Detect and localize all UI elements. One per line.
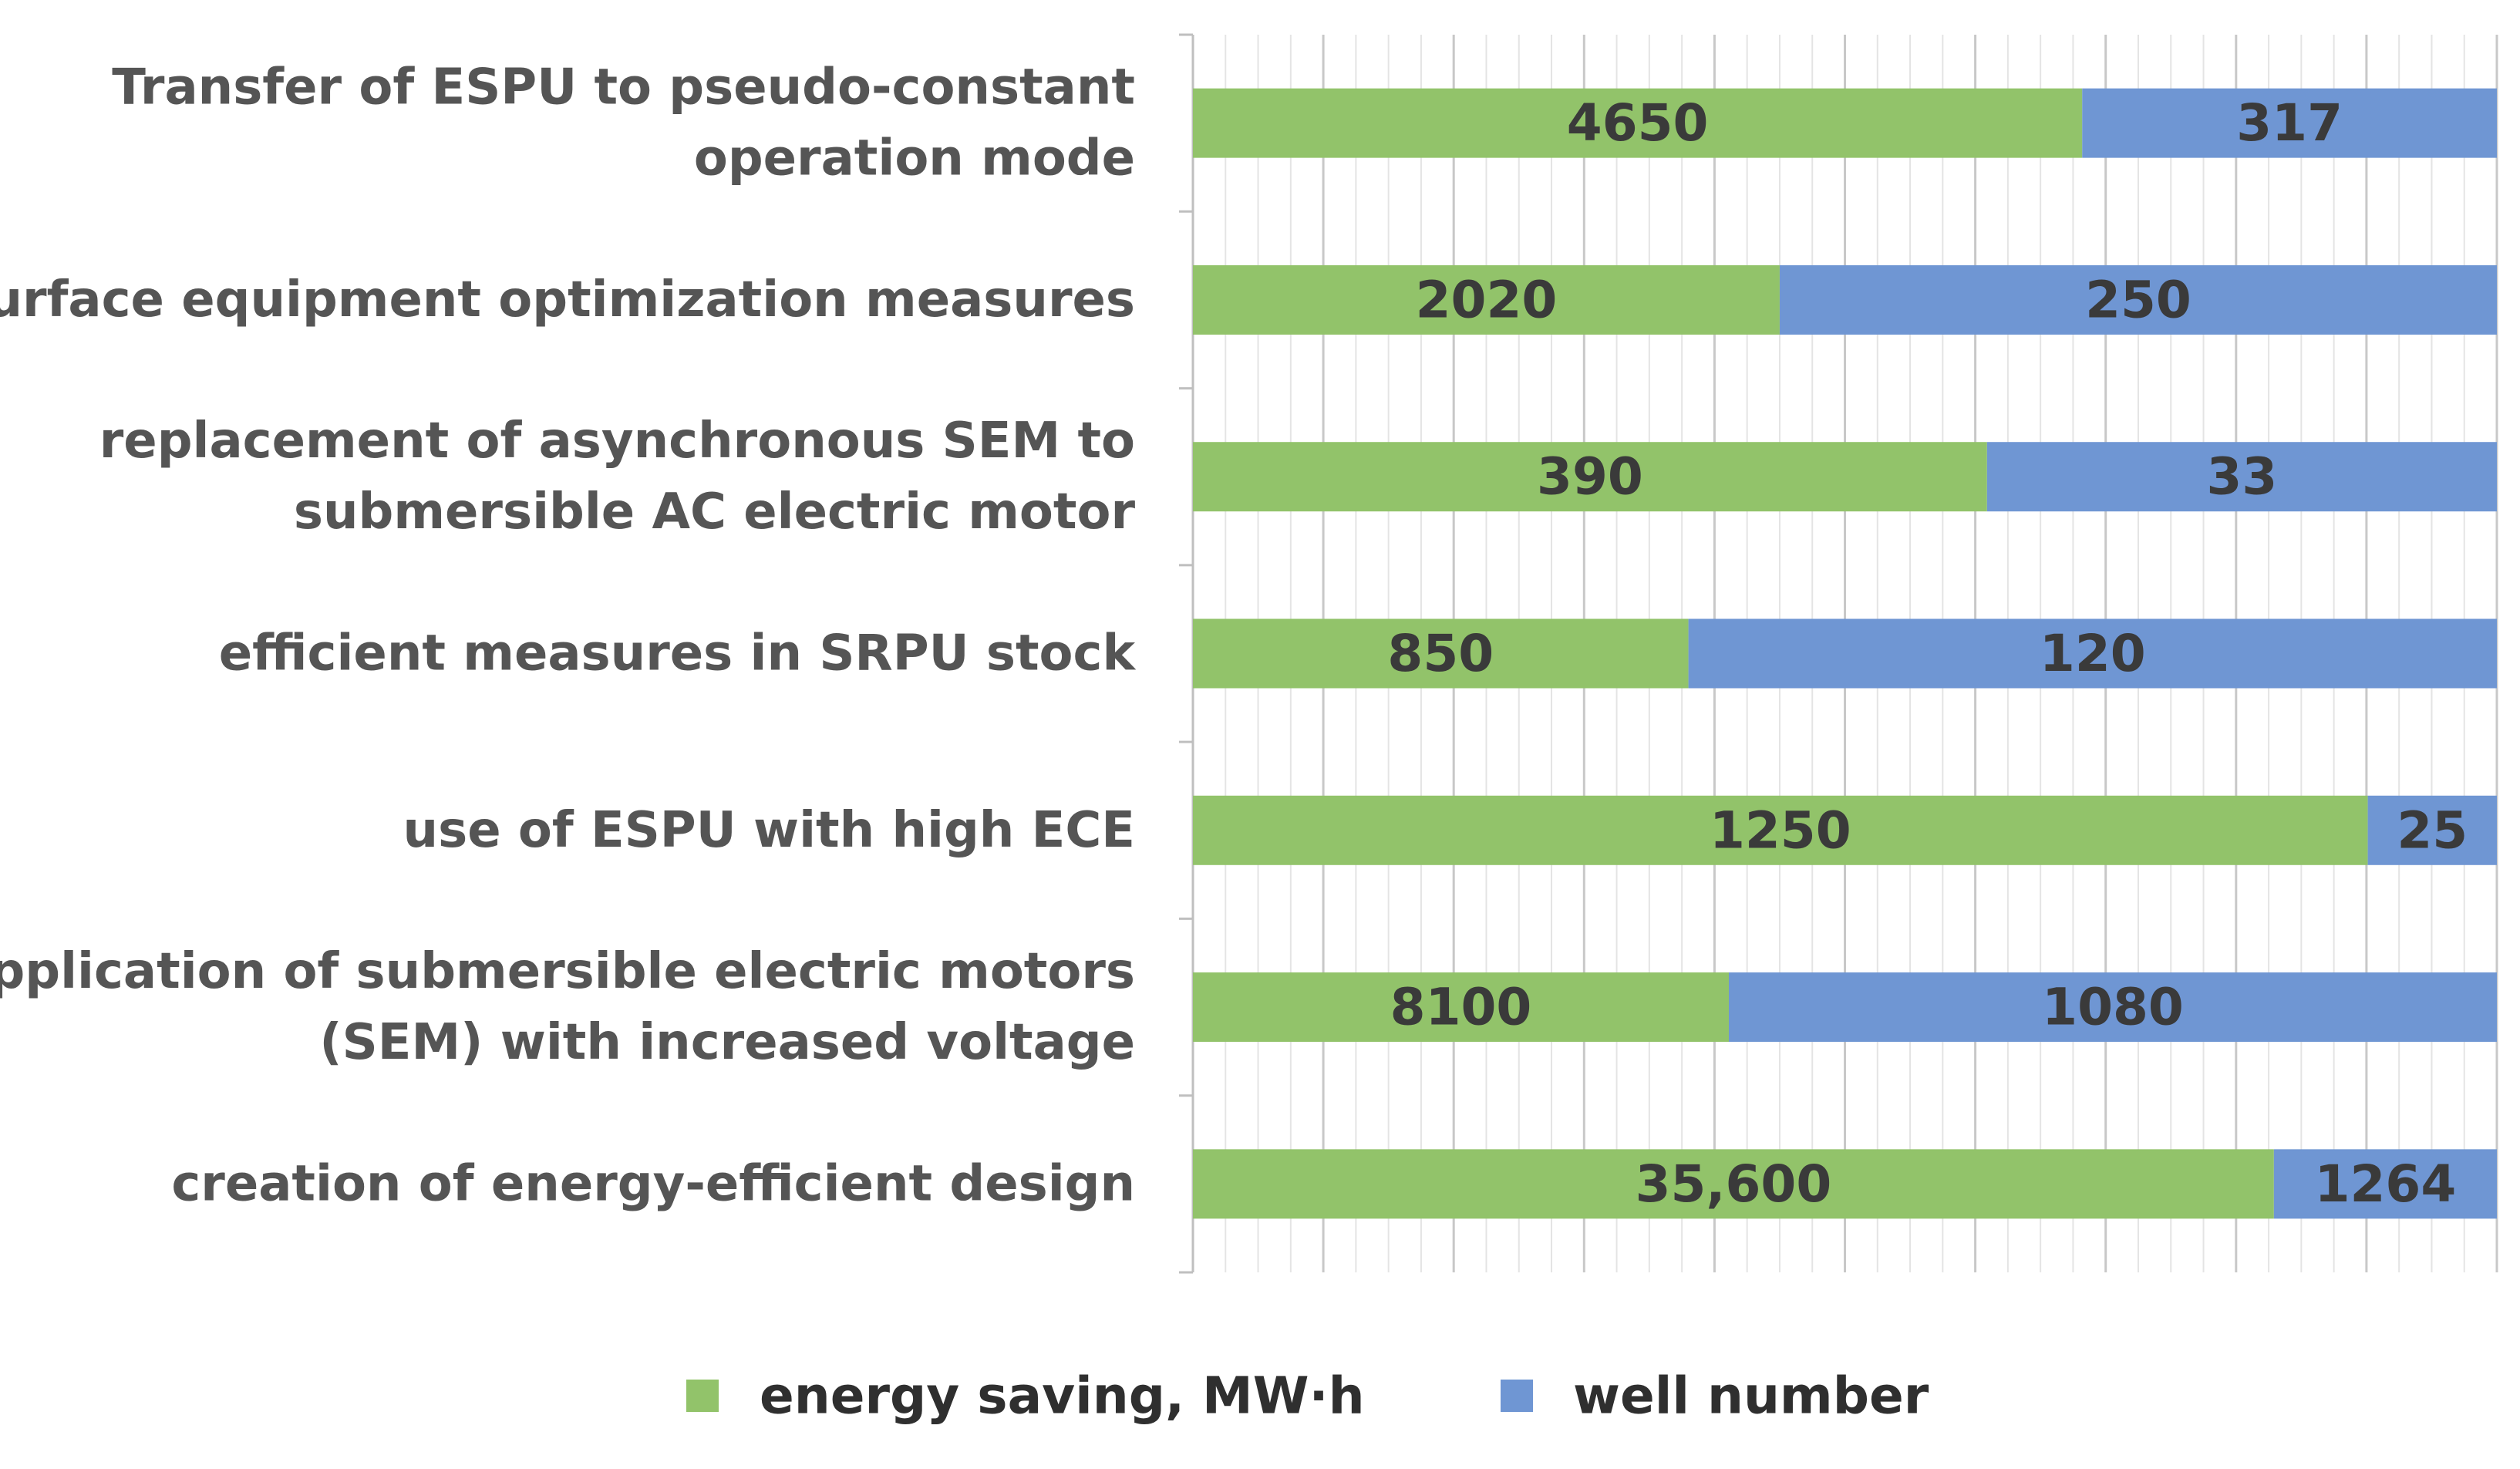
bar-well-number xyxy=(2367,795,2497,865)
bar-energy-saving xyxy=(1193,795,2368,865)
data-label-well-number: 120 xyxy=(2040,624,2146,683)
bar-energy-saving xyxy=(1193,88,2083,158)
category-label: application of submersible electric moto… xyxy=(0,943,1135,1000)
legend: energy saving, MW·h well number xyxy=(686,1366,1929,1426)
data-label-energy-saving: 2020 xyxy=(1416,270,1558,329)
bar-energy-saving xyxy=(1193,264,1780,335)
data-label-well-number: 1080 xyxy=(2042,978,2184,1037)
bar-energy-saving xyxy=(1193,618,1689,689)
data-label-energy-saving: 850 xyxy=(1387,624,1494,683)
data-label-well-number: 250 xyxy=(2085,270,2192,329)
data-label-well-number: 25 xyxy=(2397,800,2468,860)
legend-swatch xyxy=(686,1380,719,1412)
category-label: (SEM) with increased voltage xyxy=(319,1014,1135,1071)
category-label: efficient measures in SRPU stock xyxy=(219,625,1137,682)
bar-energy-saving xyxy=(1193,972,1730,1043)
bar-energy-saving xyxy=(1193,1149,2274,1219)
category-labels: Transfer of ESPU to pseudo-constant opera… xyxy=(0,59,1136,1213)
bar-well-number xyxy=(1779,264,2497,335)
category-label: replacement of asynchronous SEM to xyxy=(99,413,1135,470)
legend-label: energy saving, MW·h xyxy=(760,1366,1365,1426)
legend-swatch xyxy=(1501,1380,1533,1412)
data-label-energy-saving: 35,600 xyxy=(1636,1154,1832,1214)
data-label-energy-saving: 390 xyxy=(1537,447,1643,507)
category-label: use of ESPU with high ECE xyxy=(403,802,1135,859)
data-label-well-number: 1264 xyxy=(2315,1154,2457,1214)
data-label-well-number: 33 xyxy=(2206,447,2277,507)
bar-well-number xyxy=(1986,442,2497,512)
category-label: submersible AC electric motor xyxy=(294,483,1136,541)
data-label-well-number: 317 xyxy=(2236,93,2343,153)
data-label-energy-saving: 1250 xyxy=(1710,800,1851,860)
category-label: surface equipment optimization measures xyxy=(0,271,1135,329)
bar-well-number xyxy=(2082,88,2497,158)
bar-well-number xyxy=(1729,972,2497,1043)
bars: 4650 317 2020 250 390 33 850 120 1250 25 8100 1080 3… xyxy=(1193,88,2497,1219)
bar-energy-saving xyxy=(1193,442,1987,512)
category-label: operation mode xyxy=(694,130,1135,187)
category-label: creation of energy-efficient design xyxy=(171,1155,1135,1212)
bar-well-number xyxy=(1688,618,2497,689)
data-label-energy-saving: 4650 xyxy=(1567,93,1709,153)
data-label-energy-saving: 8100 xyxy=(1390,978,1532,1037)
bar-well-number xyxy=(2273,1149,2497,1219)
legend-label: well number xyxy=(1573,1366,1929,1426)
category-label: Transfer of ESPU to pseudo-constant xyxy=(112,59,1135,116)
